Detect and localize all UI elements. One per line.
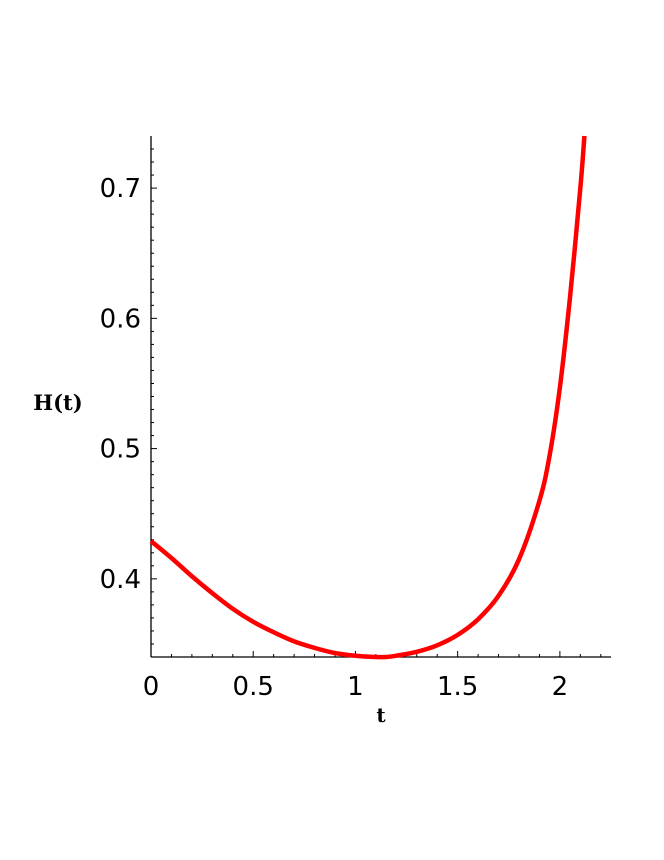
- y-tick-label: 0.7: [100, 174, 141, 204]
- x-tick-label: 0.5: [233, 672, 274, 702]
- y-axis-ticks: 0.4 0.5 0.6 0.7: [100, 148, 157, 645]
- axes: [150, 136, 611, 658]
- y-tick-label: 0.6: [100, 304, 141, 334]
- x-tick-label: 1.5: [437, 672, 478, 702]
- series-line: [149, 135, 587, 660]
- series-layer: [149, 135, 587, 660]
- x-tick-label: 1: [347, 672, 364, 702]
- x-tick-label: 0: [143, 672, 160, 702]
- x-tick-label: 2: [552, 672, 569, 702]
- x-axis-title: t: [376, 703, 386, 727]
- y-axis-title: H(t): [33, 390, 82, 415]
- y-tick-label: 0.5: [100, 435, 141, 465]
- y-tick-label: 0.4: [100, 565, 141, 595]
